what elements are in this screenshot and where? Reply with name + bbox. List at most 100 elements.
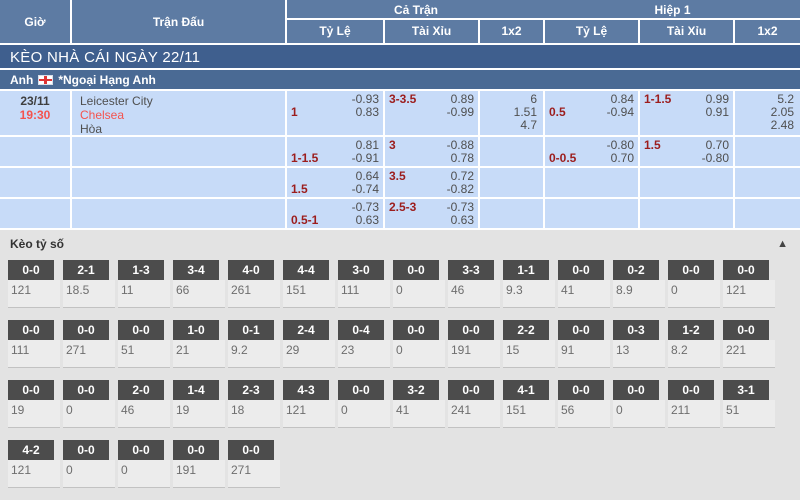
league-row[interactable]: Anh *Ngoại Hạng Anh [0, 70, 800, 91]
ft-handicap-cell[interactable]: 0.64 1.5 -0.74 [287, 168, 385, 197]
score-odds-value: 0 [63, 400, 115, 428]
score-odds-box[interactable]: 0-0 121 [723, 260, 775, 308]
score-odds-box[interactable]: 0-0 91 [558, 320, 610, 368]
score-label: 0-0 [228, 440, 274, 460]
score-odds-value: 18.5 [63, 280, 115, 308]
score-odds-box[interactable]: 3-3 46 [448, 260, 500, 308]
score-odds-box[interactable]: 0-0 121 [8, 260, 60, 308]
score-odds-box[interactable]: 2-4 29 [283, 320, 335, 368]
score-odds-box[interactable]: 0-0 0 [118, 440, 170, 488]
score-odds-box[interactable]: 2-1 18.5 [63, 260, 115, 308]
score-odds-value: 0 [118, 460, 170, 488]
score-odds-box[interactable]: 0-0 0 [63, 440, 115, 488]
score-odds-box[interactable]: 0-0 41 [558, 260, 610, 308]
score-odds-value: 11 [118, 280, 170, 308]
score-label: 2-2 [503, 320, 549, 340]
score-odds-box[interactable]: 0-0 191 [173, 440, 225, 488]
score-label: 0-0 [8, 320, 54, 340]
ft-handicap-cell[interactable]: -0.93 1 0.83 [287, 91, 385, 135]
ft-handicap-cell[interactable]: -0.73 0.5-1 0.63 [287, 199, 385, 228]
ft-1x2-cell [480, 168, 545, 197]
odds-line: 0.64 [291, 170, 379, 183]
score-odds-box[interactable]: 0-1 9.2 [228, 320, 280, 368]
score-label: 4-3 [283, 380, 329, 400]
ft-overunder-cell[interactable]: 2.5-3 -0.73 0.63 [385, 199, 480, 228]
score-odds-box[interactable]: 4-4 151 [283, 260, 335, 308]
ft-overunder-cell[interactable]: 3-3.5 0.89 -0.99 [385, 91, 480, 135]
score-odds-box[interactable]: 4-0 261 [228, 260, 280, 308]
score-odds-box[interactable]: 3-4 66 [173, 260, 225, 308]
score-odds-box[interactable]: 4-2 121 [8, 440, 60, 488]
score-label: 4-2 [8, 440, 54, 460]
score-odds-box[interactable]: 0-0 271 [63, 320, 115, 368]
column-header-ft-overunder: Tài Xỉu [385, 20, 480, 43]
score-odds-box[interactable]: 0-3 13 [613, 320, 665, 368]
score-odds-box[interactable]: 0-0 271 [228, 440, 280, 488]
ft-overunder-cell[interactable]: 3.5 0.72 -0.82 [385, 168, 480, 197]
score-odds-box[interactable]: 0-0 191 [448, 320, 500, 368]
score-odds-box[interactable]: 2-0 46 [118, 380, 170, 428]
score-odds-box[interactable]: 0-4 23 [338, 320, 390, 368]
h1-1x2-cell[interactable]: 5.2 2.05 2.48 [735, 91, 800, 135]
score-odds-box[interactable]: 0-0 0 [613, 380, 665, 428]
h1-overunder-cell[interactable]: 1.5 0.70 -0.80 [640, 137, 735, 166]
score-odds-box[interactable]: 0-0 19 [8, 380, 60, 428]
score-label: 0-0 [393, 260, 439, 280]
ft-overunder-cell[interactable]: 3 -0.88 0.78 [385, 137, 480, 166]
score-odds-box[interactable]: 3-1 51 [723, 380, 775, 428]
score-odds-value: 9.3 [503, 280, 555, 308]
score-odds-box[interactable]: 0-0 51 [118, 320, 170, 368]
score-odds-box[interactable]: 2-3 18 [228, 380, 280, 428]
score-odds-box[interactable]: 1-3 11 [118, 260, 170, 308]
score-odds-box[interactable]: 1-2 8.2 [668, 320, 720, 368]
score-odds-box[interactable]: 0-2 8.9 [613, 260, 665, 308]
score-odds-box[interactable]: 0-0 0 [393, 260, 445, 308]
score-odds-box[interactable]: 4-1 151 [503, 380, 555, 428]
h1-handicap-cell[interactable]: 0.84 0.5 -0.94 [545, 91, 640, 135]
odds-line: 1.5 -0.74 [291, 183, 379, 196]
score-odds-value: 18 [228, 400, 280, 428]
score-odds-box[interactable]: 0-0 211 [668, 380, 720, 428]
score-odds-box[interactable]: 1-0 21 [173, 320, 225, 368]
score-odds-box[interactable]: 1-1 9.3 [503, 260, 555, 308]
score-label: 4-1 [503, 380, 549, 400]
score-row: 0-0 111 0-0 271 0-0 51 1-0 21 0-1 9.2 2-4 29 0-4 23 0-… [8, 320, 800, 368]
score-label: 1-4 [173, 380, 219, 400]
column-group-first-half: Hiệp 1 Tỷ Lệ Tài Xỉu 1x2 [545, 0, 800, 43]
handicap-value: 3-3.5 [389, 92, 417, 106]
score-odds-box[interactable]: 0-0 221 [723, 320, 775, 368]
score-odds-box[interactable]: 0-0 111 [8, 320, 60, 368]
score-odds-box[interactable]: 0-0 0 [338, 380, 390, 428]
column-header-h1-overunder: Tài Xỉu [640, 20, 735, 43]
collapse-arrow-icon[interactable]: ▲ [777, 238, 788, 250]
h1-handicap-cell[interactable]: -0.80 0-0.5 0.70 [545, 137, 640, 166]
ft-1x2-cell [480, 137, 545, 166]
h1-overunder-cell[interactable]: 1-1.5 0.99 0.91 [640, 91, 735, 135]
score-odds-box[interactable]: 0-0 241 [448, 380, 500, 428]
score-odds-value: 121 [8, 280, 60, 308]
odds-line: 1-1.5 0.99 [644, 93, 729, 106]
score-odds-box[interactable]: 3-0 111 [338, 260, 390, 308]
match-cell[interactable]: Leicester City Chelsea Hòa [72, 91, 287, 136]
score-odds-value: 51 [723, 400, 775, 428]
score-odds-box[interactable]: 0-0 56 [558, 380, 610, 428]
score-odds-box[interactable]: 3-2 41 [393, 380, 445, 428]
score-odds-box[interactable]: 4-3 121 [283, 380, 335, 428]
score-odds-box[interactable]: 0-0 0 [668, 260, 720, 308]
odds-value: 0.72 [450, 169, 474, 183]
h1-overunder-cell [640, 168, 735, 197]
ft-handicap-cell[interactable]: 0.81 1-1.5 -0.91 [287, 137, 385, 166]
odds-line: 0.5-1 0.63 [291, 214, 379, 227]
1x2-odds-value: 2.48 [770, 118, 794, 132]
score-odds-box[interactable]: 2-2 15 [503, 320, 555, 368]
score-odds-box[interactable]: 0-0 0 [63, 380, 115, 428]
score-odds-value: 19 [8, 400, 60, 428]
score-odds-box[interactable]: 0-0 0 [393, 320, 445, 368]
score-label: 3-3 [448, 260, 494, 280]
ft-1x2-cell[interactable]: 6 1.51 4.7 [480, 91, 545, 135]
score-odds-value: 21 [173, 340, 225, 368]
handicap-value: 0.5-1 [291, 213, 319, 227]
score-odds-box[interactable]: 1-4 19 [173, 380, 225, 428]
score-odds-value: 0 [63, 460, 115, 488]
